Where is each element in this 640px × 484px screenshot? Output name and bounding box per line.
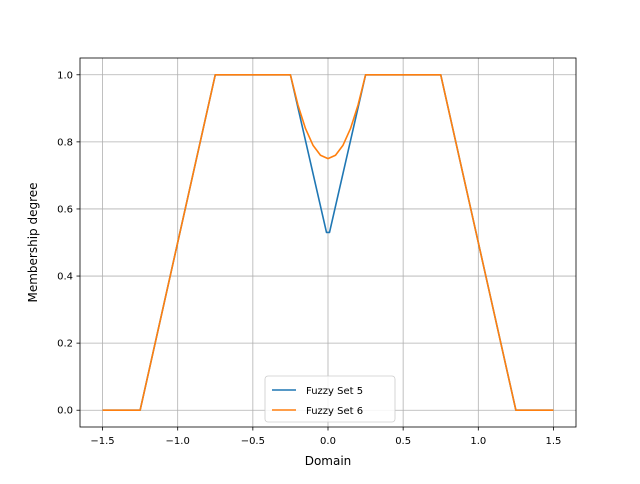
- legend-label: Fuzzy Set 6: [306, 406, 363, 417]
- y-tick-label: 1.0: [57, 70, 73, 81]
- x-tick-label: 0.0: [320, 436, 336, 447]
- y-tick-label: 0.6: [57, 204, 73, 215]
- x-tick-label: 1.0: [470, 436, 486, 447]
- y-tick-label: 0.4: [57, 272, 73, 283]
- legend-label: Fuzzy Set 5: [306, 386, 363, 397]
- x-axis-label: Domain: [305, 454, 352, 468]
- legend: Fuzzy Set 5 Fuzzy Set 6: [264, 375, 396, 423]
- x-tick-label: −1.0: [166, 436, 190, 447]
- legend-box: [264, 375, 396, 423]
- y-axis-label: Membership degree: [26, 182, 40, 302]
- series-line-2: [102, 73, 554, 412]
- y-tick-label: 0.8: [57, 137, 73, 148]
- x-tick-label: 0.5: [395, 436, 411, 447]
- series-layer: [102, 73, 554, 412]
- x-tick-label: −0.5: [241, 436, 265, 447]
- y-tick-label: 0.2: [57, 339, 73, 350]
- tick-layer: −1.5 −1.0 −0.5 0.0 0.5 1.0 1.5 0.0 0.2 0.4 0.6 0.8 1…: [57, 70, 561, 447]
- x-tick-label: 1.5: [546, 436, 562, 447]
- y-tick-label: 0.0: [57, 406, 73, 417]
- x-tick-label: −1.5: [90, 436, 114, 447]
- grid-layer: [80, 58, 576, 427]
